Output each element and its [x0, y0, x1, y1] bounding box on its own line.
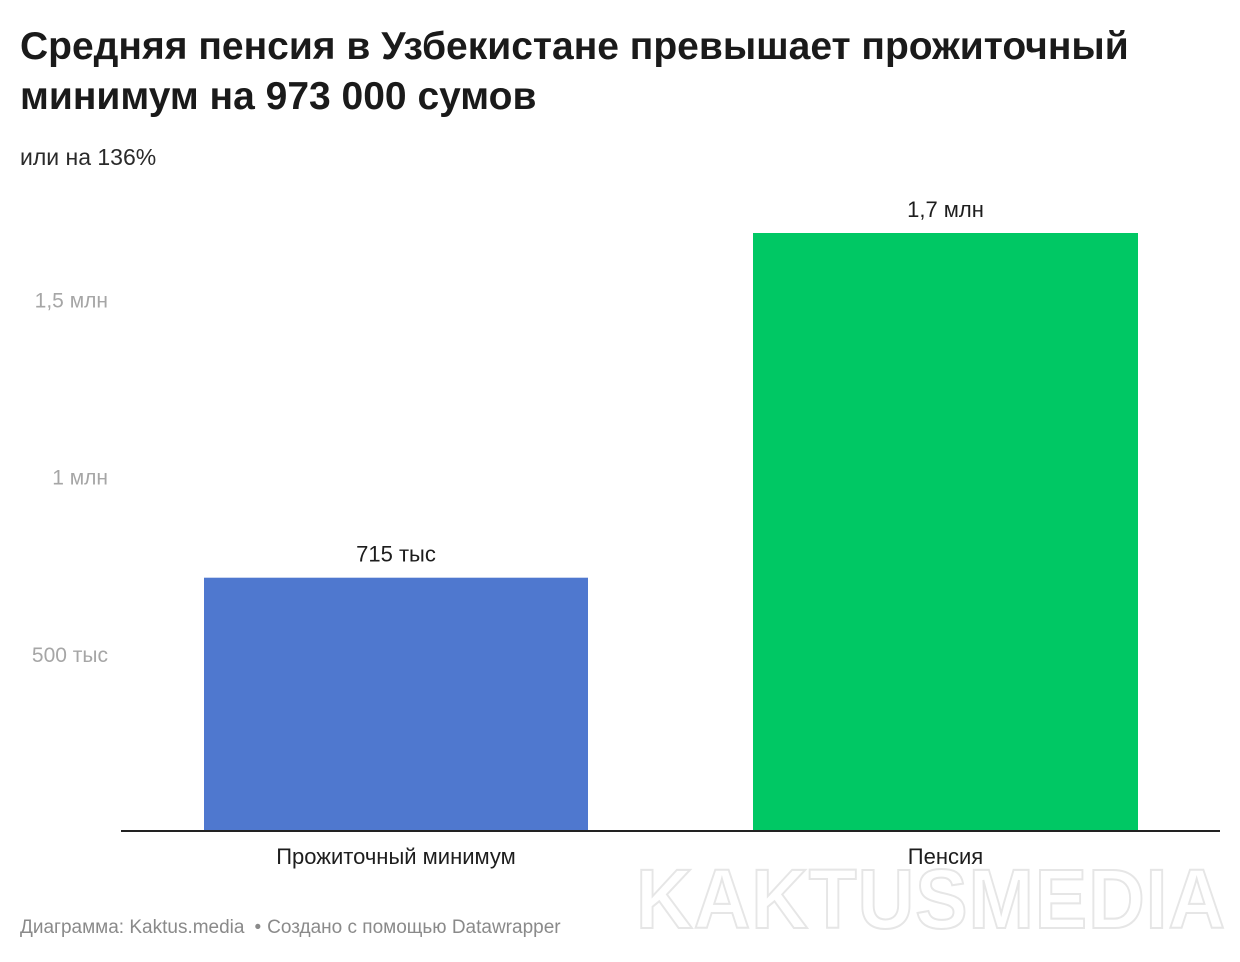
value-labels: 715 тыс 1,7 млн — [356, 197, 984, 567]
y-tick-label: 500 тыс — [32, 644, 108, 667]
y-tick-label: 1 млн — [52, 467, 108, 490]
bar — [204, 577, 588, 831]
bar-value-label: 715 тыс — [356, 542, 436, 567]
bar-value-label: 1,7 млн — [907, 197, 984, 222]
y-axis-ticks: 500 тыс 1 млн 1,5 млн — [32, 290, 108, 667]
x-axis-labels: Прожиточный минимум Пенсия — [276, 844, 983, 869]
chart-title: Средняя пенсия в Узбекистане превышает п… — [20, 25, 1129, 118]
x-category-label: Пенсия — [908, 844, 983, 869]
watermark-logo: KAKTUSMEDIA — [635, 856, 1226, 936]
footer-credit: Создано с помощью Datawrapper — [267, 917, 561, 938]
watermark-text: KAKTUSMEDIA — [636, 856, 1226, 936]
footer: Диаграмма: Kaktus.media • Создано с помощь… — [20, 914, 561, 942]
bars — [204, 233, 1138, 831]
x-category-label: Прожиточный минимум — [276, 844, 516, 869]
footer-separator: • — [254, 917, 262, 938]
bar-chart: 500 тыс 1 млн 1,5 млн 715 тыс 1,7 млн Прожи… — [32, 197, 1220, 869]
footer-source: Диаграмма: Kaktus.media — [20, 917, 245, 938]
chart-subtitle: или на 136% — [20, 144, 157, 170]
bar — [753, 233, 1138, 831]
y-tick-label: 1,5 млн — [35, 290, 108, 313]
